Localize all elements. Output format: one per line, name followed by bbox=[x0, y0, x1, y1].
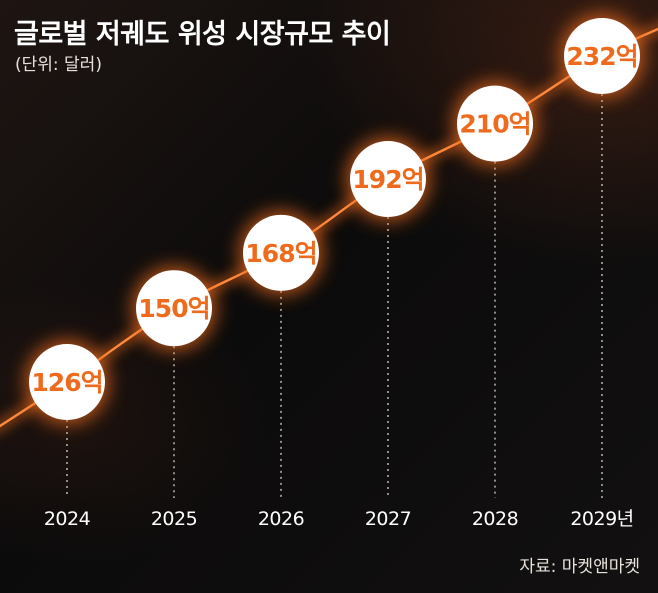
data-label: 126억 bbox=[31, 368, 102, 397]
data-point-2029: 232억 bbox=[560, 14, 644, 98]
data-label: 192억 bbox=[352, 165, 423, 194]
data-point-2024: 126억 bbox=[25, 340, 109, 424]
data-point-2028: 210억 bbox=[453, 81, 537, 166]
data-bubble bbox=[136, 270, 212, 347]
data-label: 210억 bbox=[459, 110, 530, 139]
data-bubble bbox=[350, 141, 426, 218]
data-label: 150억 bbox=[138, 294, 209, 323]
data-bubble bbox=[457, 85, 533, 162]
x-tick-label: 2027 bbox=[365, 508, 411, 530]
unit-note: (단위: 달러) bbox=[15, 55, 102, 75]
data-bubble bbox=[29, 344, 105, 420]
x-tick-label: 2025 bbox=[151, 508, 197, 530]
x-tick-label: 2026 bbox=[258, 508, 304, 530]
data-label: 168억 bbox=[245, 239, 316, 268]
source-note: 자료: 마켓앤마켓 bbox=[519, 557, 640, 577]
x-tick-label: 2029년 bbox=[570, 508, 633, 530]
x-tick-label: 2024 bbox=[44, 508, 91, 530]
data-label: 232억 bbox=[566, 42, 637, 71]
data-bubble bbox=[243, 214, 319, 291]
data-point-2025: 150억 bbox=[132, 266, 216, 351]
data-point-2027: 192억 bbox=[346, 137, 430, 222]
data-point-2026: 168억 bbox=[239, 210, 323, 295]
data-bubble bbox=[564, 18, 640, 94]
chart-title: 글로벌 저궤도 위성 시장규모 추이 bbox=[14, 19, 391, 50]
x-tick-label: 2028 bbox=[472, 508, 518, 530]
